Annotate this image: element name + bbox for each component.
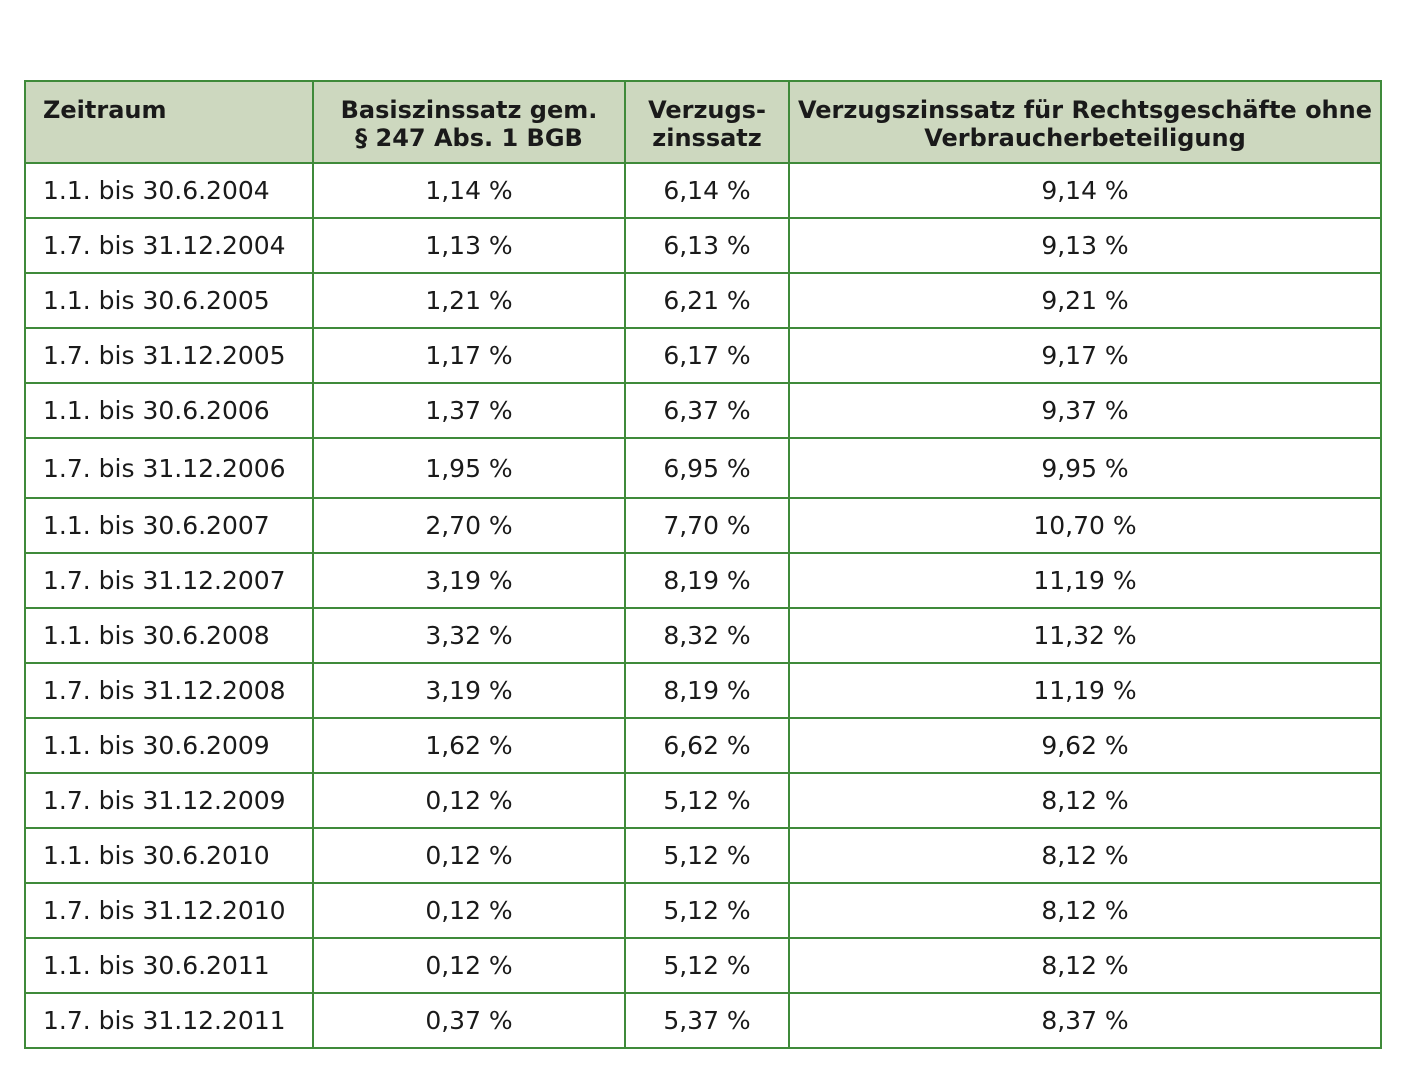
basiszinssatz-cell: 1,62 % xyxy=(312,717,626,774)
basiszinssatz-cell: 0,37 % xyxy=(312,992,626,1049)
header-line: § 247 Abs. 1 BGB xyxy=(355,124,583,152)
table-row: 1.1. bis 30.6.2009 1,62 % 6,62 % 9,62 % xyxy=(24,717,1382,774)
header-line: Basiszinssatz gem. xyxy=(340,96,598,124)
table-row: 1.1. bis 30.6.2010 0,12 % 5,12 % 8,12 % xyxy=(24,827,1382,884)
period-cell: 1.1. bis 30.6.2004 xyxy=(24,162,314,219)
verzugszinssatz-b2b-cell: 8,37 % xyxy=(788,992,1382,1049)
basiszinssatz-cell: 0,12 % xyxy=(312,827,626,884)
period-cell: 1.7. bis 31.12.2010 xyxy=(24,882,314,939)
verzugszinssatz-cell: 5,12 % xyxy=(624,772,790,829)
basiszinssatz-cell: 3,32 % xyxy=(312,607,626,664)
basiszinssatz-cell: 3,19 % xyxy=(312,552,626,609)
period-cell: 1.1. bis 30.6.2005 xyxy=(24,272,314,329)
header-verzugszinssatz: Verzugs- zinssatz xyxy=(624,80,790,164)
verzugszinssatz-b2b-cell: 8,12 % xyxy=(788,937,1382,994)
header-verzugszinssatz-rechtsgeschaefte: Verzugszinssatz für Rechtsgeschäfte ohne… xyxy=(788,80,1382,164)
verzugszinssatz-b2b-cell: 8,12 % xyxy=(788,772,1382,829)
header-line: Verzugs- xyxy=(648,96,766,124)
verzugszinssatz-cell: 6,95 % xyxy=(624,437,790,499)
interest-rate-table: Zeitraum Basiszinssatz gem. § 247 Abs. 1… xyxy=(24,80,1382,1049)
verzugszinssatz-cell: 6,14 % xyxy=(624,162,790,219)
period-cell: 1.1. bis 30.6.2008 xyxy=(24,607,314,664)
verzugszinssatz-b2b-cell: 9,95 % xyxy=(788,437,1382,499)
period-cell: 1.7. bis 31.12.2009 xyxy=(24,772,314,829)
basiszinssatz-cell: 1,13 % xyxy=(312,217,626,274)
table-row: 1.1. bis 30.6.2005 1,21 % 6,21 % 9,21 % xyxy=(24,272,1382,329)
period-cell: 1.7. bis 31.12.2005 xyxy=(24,327,314,384)
table-body: 1.1. bis 30.6.2004 1,14 % 6,14 % 9,14 % 1.7.… xyxy=(24,162,1382,1049)
verzugszinssatz-cell: 5,12 % xyxy=(624,882,790,939)
verzugszinssatz-b2b-cell: 9,62 % xyxy=(788,717,1382,774)
table-row: 1.1. bis 30.6.2011 0,12 % 5,12 % 8,12 % xyxy=(24,937,1382,994)
verzugszinssatz-cell: 6,62 % xyxy=(624,717,790,774)
table-row: 1.1. bis 30.6.2004 1,14 % 6,14 % 9,14 % xyxy=(24,162,1382,219)
table-row: 1.7. bis 31.12.2008 3,19 % 8,19 % 11,19 % xyxy=(24,662,1382,719)
table-row: 1.7. bis 31.12.2010 0,12 % 5,12 % 8,12 % xyxy=(24,882,1382,939)
period-cell: 1.7. bis 31.12.2007 xyxy=(24,552,314,609)
basiszinssatz-cell: 1,14 % xyxy=(312,162,626,219)
table-row: 1.7. bis 31.12.2011 0,37 % 5,37 % 8,37 % xyxy=(24,992,1382,1049)
verzugszinssatz-b2b-cell: 9,14 % xyxy=(788,162,1382,219)
verzugszinssatz-b2b-cell: 9,37 % xyxy=(788,382,1382,439)
table-row: 1.1. bis 30.6.2006 1,37 % 6,37 % 9,37 % xyxy=(24,382,1382,439)
period-cell: 1.1. bis 30.6.2006 xyxy=(24,382,314,439)
verzugszinssatz-b2b-cell: 10,70 % xyxy=(788,497,1382,554)
period-cell: 1.7. bis 31.12.2004 xyxy=(24,217,314,274)
verzugszinssatz-b2b-cell: 11,19 % xyxy=(788,552,1382,609)
table-row: 1.7. bis 31.12.2006 1,95 % 6,95 % 9,95 % xyxy=(24,437,1382,499)
verzugszinssatz-cell: 6,17 % xyxy=(624,327,790,384)
verzugszinssatz-b2b-cell: 9,17 % xyxy=(788,327,1382,384)
header-line: Zeitraum xyxy=(43,96,167,124)
basiszinssatz-cell: 0,12 % xyxy=(312,772,626,829)
period-cell: 1.1. bis 30.6.2007 xyxy=(24,497,314,554)
period-cell: 1.7. bis 31.12.2008 xyxy=(24,662,314,719)
period-cell: 1.7. bis 31.12.2006 xyxy=(24,437,314,499)
verzugszinssatz-cell: 5,37 % xyxy=(624,992,790,1049)
verzugszinssatz-cell: 7,70 % xyxy=(624,497,790,554)
table-row: 1.7. bis 31.12.2004 1,13 % 6,13 % 9,13 % xyxy=(24,217,1382,274)
basiszinssatz-cell: 1,95 % xyxy=(312,437,626,499)
header-basiszinssatz: Basiszinssatz gem. § 247 Abs. 1 BGB xyxy=(312,80,626,164)
period-cell: 1.1. bis 30.6.2010 xyxy=(24,827,314,884)
header-line: zinssatz xyxy=(652,124,762,152)
basiszinssatz-cell: 1,21 % xyxy=(312,272,626,329)
verzugszinssatz-b2b-cell: 11,32 % xyxy=(788,607,1382,664)
basiszinssatz-cell: 0,12 % xyxy=(312,937,626,994)
table-row: 1.1. bis 30.6.2007 2,70 % 7,70 % 10,70 % xyxy=(24,497,1382,554)
verzugszinssatz-b2b-cell: 8,12 % xyxy=(788,882,1382,939)
verzugszinssatz-cell: 5,12 % xyxy=(624,937,790,994)
table-row: 1.7. bis 31.12.2007 3,19 % 8,19 % 11,19 % xyxy=(24,552,1382,609)
period-cell: 1.1. bis 30.6.2009 xyxy=(24,717,314,774)
verzugszinssatz-cell: 6,21 % xyxy=(624,272,790,329)
verzugszinssatz-cell: 6,37 % xyxy=(624,382,790,439)
verzugszinssatz-b2b-cell: 11,19 % xyxy=(788,662,1382,719)
basiszinssatz-cell: 1,37 % xyxy=(312,382,626,439)
period-cell: 1.1. bis 30.6.2011 xyxy=(24,937,314,994)
basiszinssatz-cell: 1,17 % xyxy=(312,327,626,384)
table-row: 1.7. bis 31.12.2009 0,12 % 5,12 % 8,12 % xyxy=(24,772,1382,829)
table-row: 1.7. bis 31.12.2005 1,17 % 6,17 % 9,17 % xyxy=(24,327,1382,384)
basiszinssatz-cell: 2,70 % xyxy=(312,497,626,554)
table-row: 1.1. bis 30.6.2008 3,32 % 8,32 % 11,32 % xyxy=(24,607,1382,664)
verzugszinssatz-cell: 8,19 % xyxy=(624,662,790,719)
verzugszinssatz-b2b-cell: 9,13 % xyxy=(788,217,1382,274)
basiszinssatz-cell: 0,12 % xyxy=(312,882,626,939)
verzugszinssatz-cell: 8,19 % xyxy=(624,552,790,609)
verzugszinssatz-b2b-cell: 9,21 % xyxy=(788,272,1382,329)
header-line: Verbraucherbeteiligung xyxy=(924,124,1246,152)
verzugszinssatz-cell: 5,12 % xyxy=(624,827,790,884)
header-line: Verzugszinssatz für Rechtsgeschäfte ohne xyxy=(797,96,1373,124)
table-header: Zeitraum Basiszinssatz gem. § 247 Abs. 1… xyxy=(24,80,1382,164)
verzugszinssatz-b2b-cell: 8,12 % xyxy=(788,827,1382,884)
header-zeitraum: Zeitraum xyxy=(24,80,314,164)
verzugszinssatz-cell: 8,32 % xyxy=(624,607,790,664)
basiszinssatz-cell: 3,19 % xyxy=(312,662,626,719)
period-cell: 1.7. bis 31.12.2011 xyxy=(24,992,314,1049)
verzugszinssatz-cell: 6,13 % xyxy=(624,217,790,274)
header-row: Zeitraum Basiszinssatz gem. § 247 Abs. 1… xyxy=(24,80,1382,164)
